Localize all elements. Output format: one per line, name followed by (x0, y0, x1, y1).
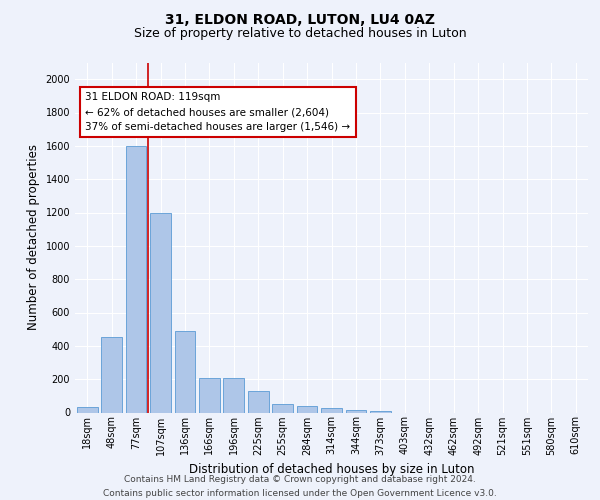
Y-axis label: Number of detached properties: Number of detached properties (27, 144, 40, 330)
Bar (248, 391, 269, 412)
Bar (150, 212, 171, 412)
Text: 31, ELDON ROAD, LUTON, LU4 0AZ: 31, ELDON ROAD, LUTON, LU4 0AZ (165, 12, 435, 26)
Bar (77, 406, 98, 412)
Text: Size of property relative to detached houses in Luton: Size of property relative to detached ho… (134, 28, 466, 40)
Bar (175, 331, 196, 412)
Bar (296, 406, 317, 412)
Text: Contains HM Land Registry data © Crown copyright and database right 2024.
Contai: Contains HM Land Registry data © Crown c… (103, 476, 497, 498)
Bar (199, 378, 220, 412)
Bar (272, 404, 293, 412)
Bar (370, 411, 391, 412)
Bar (223, 378, 244, 412)
Bar (101, 336, 122, 412)
Text: 31 ELDON ROAD: 119sqm
← 62% of detached houses are smaller (2,604)
37% of semi-d: 31 ELDON ROAD: 119sqm ← 62% of detached … (85, 92, 350, 132)
X-axis label: Distribution of detached houses by size in Luton: Distribution of detached houses by size … (189, 463, 474, 476)
Bar (125, 146, 146, 412)
Bar (346, 410, 367, 412)
Bar (321, 408, 342, 412)
